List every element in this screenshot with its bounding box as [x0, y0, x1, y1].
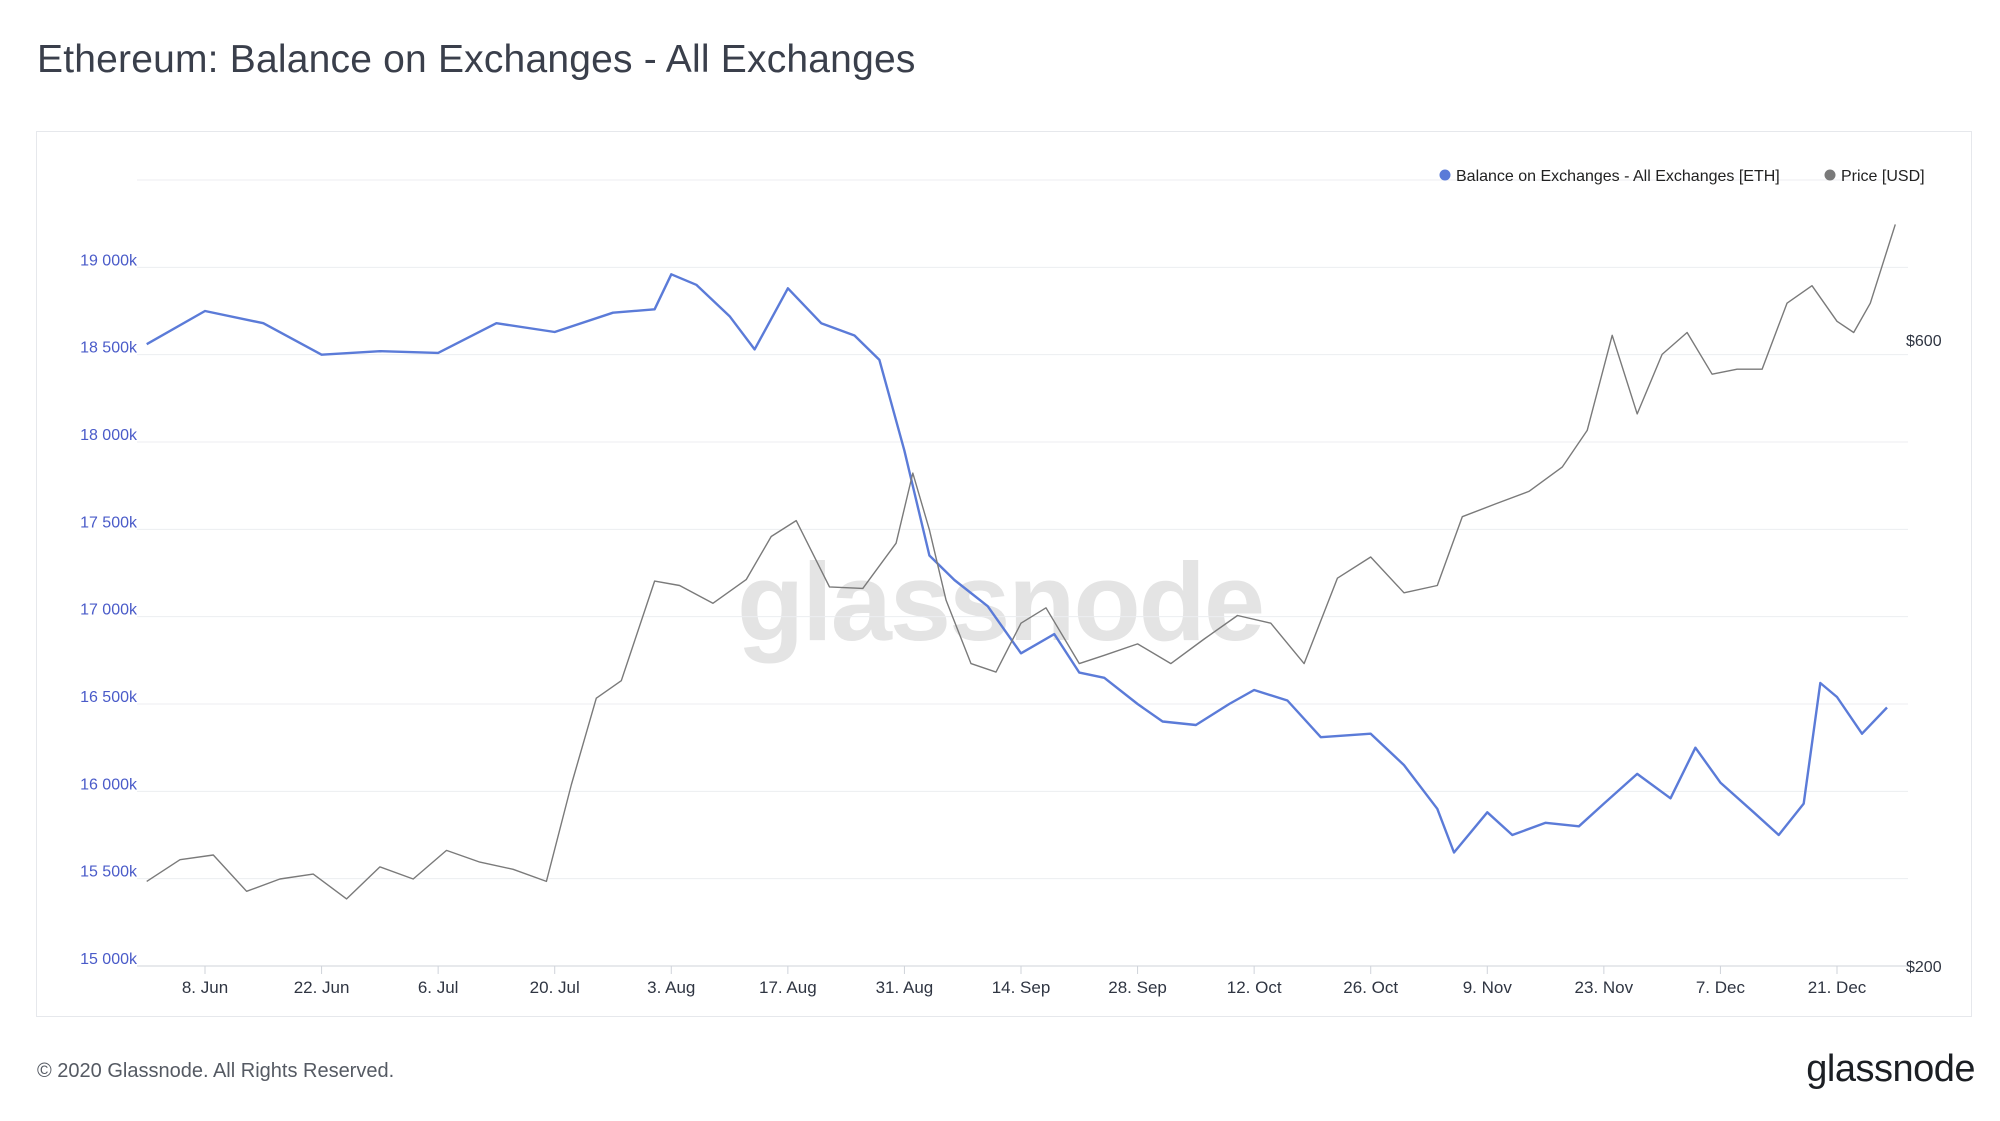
- left-tick-label: 15 500k: [80, 864, 138, 881]
- chart-frame: [36, 131, 1972, 1017]
- left-tick-label: 18 000k: [80, 427, 138, 444]
- legend-marker: [1439, 169, 1451, 181]
- right-tick-label: $600: [1906, 333, 1942, 350]
- x-tick-label: 9. Nov: [1463, 978, 1513, 997]
- x-tick-label: 21. Dec: [1808, 978, 1867, 997]
- x-tick-label: 28. Sep: [1108, 978, 1167, 997]
- x-tick-label: 12. Oct: [1227, 978, 1282, 997]
- series-layer: [146, 224, 1896, 900]
- x-tick-label: 20. Jul: [530, 978, 580, 997]
- copyright-text: © 2020 Glassnode. All Rights Reserved.: [37, 1060, 395, 1082]
- price-series-line: [146, 224, 1896, 900]
- legend-label: Price [USD]: [1841, 168, 1925, 185]
- x-tick-label: 31. Aug: [876, 978, 934, 997]
- watermark-text: glassnode: [737, 541, 1263, 664]
- grid-lines: [137, 179, 1908, 967]
- left-tick-label: 16 000k: [80, 776, 138, 793]
- glassnode-logo: glassnode: [1806, 1048, 1975, 1090]
- left-tick-label: 17 000k: [80, 602, 138, 619]
- left-tick-label: 19 000k: [80, 252, 138, 269]
- left-tick-label: 15 000k: [80, 951, 138, 968]
- x-tick-label: 7. Dec: [1696, 978, 1746, 997]
- balance-series-line: [146, 273, 1888, 854]
- x-tick-label: 14. Sep: [992, 978, 1051, 997]
- legend-item[interactable]: Balance on Exchanges - All Exchanges [ET…: [1439, 168, 1780, 185]
- x-axis: 8. Jun 22. Jun 6. Jul 20. Jul 3. Aug 17. Aug 3…: [182, 966, 1867, 997]
- legend[interactable]: Balance on Exchanges - All Exchanges [ET…: [1439, 168, 1925, 185]
- x-tick-label: 22. Jun: [294, 978, 350, 997]
- right-axis: $200 $600: [1906, 333, 1942, 976]
- right-tick-label: $200: [1906, 959, 1942, 976]
- left-tick-label: 18 500k: [80, 340, 138, 357]
- x-tick-label: 17. Aug: [759, 978, 817, 997]
- left-axis: 15 000k 15 500k 16 000k 16 500k 17 000k 17 50…: [80, 252, 138, 968]
- x-tick-label: 6. Jul: [418, 978, 459, 997]
- x-tick-label: 3. Aug: [647, 978, 695, 997]
- x-tick-label: 23. Nov: [1575, 978, 1634, 997]
- legend-marker: [1824, 169, 1836, 181]
- left-tick-label: 17 500k: [80, 514, 138, 531]
- legend-item[interactable]: Price [USD]: [1824, 168, 1925, 185]
- chart-title: Ethereum: Balance on Exchanges - All Exc…: [37, 38, 916, 81]
- x-tick-label: 8. Jun: [182, 978, 228, 997]
- legend-label: Balance on Exchanges - All Exchanges [ET…: [1456, 168, 1780, 185]
- x-tick-label: 26. Oct: [1343, 978, 1398, 997]
- left-tick-label: 16 500k: [80, 689, 138, 706]
